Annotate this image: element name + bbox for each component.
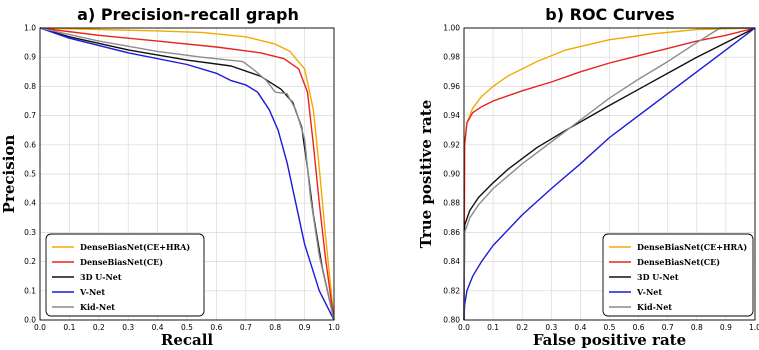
legend-label: 3D U-Net — [637, 272, 679, 282]
y-tick-label: 0.8 — [24, 82, 36, 91]
y-tick-label: 0.86 — [443, 228, 460, 237]
y-tick-label: 0.80 — [443, 316, 460, 325]
legend-label: DenseBiasNet(CE+HRA) — [80, 242, 190, 252]
x-tick-label: 0.9 — [299, 323, 311, 332]
series-line-v-net — [463, 27, 756, 321]
x-tick-label: 0.7 — [662, 323, 674, 332]
y-tick-label: 0.3 — [24, 228, 36, 237]
roc-panel: b) ROC Curves 0.0 0.1 0.2 0.3 0.4 0.5 0.6 0.7 0.… — [417, 5, 759, 349]
y-tick-label: 0.92 — [443, 140, 460, 149]
plot-frame — [39, 27, 335, 321]
y-tick-label: 0.94 — [443, 111, 460, 120]
legend-label: Kid-Net — [637, 302, 672, 312]
legend-label: DenseBiasNet(CE) — [80, 257, 163, 267]
x-tick-label: 1.0 — [749, 323, 759, 332]
series-line-densebiasnet-ce — [39, 27, 335, 321]
legend-label: V-Net — [79, 287, 105, 297]
x-tick-label: 1.0 — [328, 323, 340, 332]
y-tick-label: 0.9 — [24, 53, 36, 62]
x-tick-label: 0.2 — [93, 323, 105, 332]
x-tick-label: 0.3 — [545, 323, 557, 332]
x-tick-label: 0.0 — [34, 323, 46, 332]
legend-box — [602, 233, 754, 317]
x-tick-label: 0.5 — [604, 323, 616, 332]
y-tick-label: 1.0 — [24, 24, 36, 33]
y-tick-label: 0.84 — [443, 257, 460, 266]
chart-title: a) Precision-recall graph — [77, 5, 299, 24]
y-tick-label: 0.82 — [443, 286, 460, 295]
y-tick-label: 0.7 — [24, 111, 36, 120]
x-tick-label: 0.8 — [691, 323, 703, 332]
x-tick-label: 0.6 — [210, 323, 222, 332]
y-axis-label: Precision — [0, 135, 18, 214]
x-tick-label: 0.1 — [487, 323, 499, 332]
y-tick-label: 0.0 — [24, 316, 36, 325]
legend-label: Kid-Net — [80, 302, 115, 312]
series-line-3d-u-net — [463, 27, 756, 321]
x-tick-label: 0.2 — [516, 323, 528, 332]
y-tick-label: 0.2 — [24, 257, 36, 266]
y-tick-label: 1.00 — [443, 24, 460, 33]
chart-title: b) ROC Curves — [545, 5, 674, 24]
y-tick-label: 0.90 — [443, 170, 460, 179]
series-line-densebiasnet-ce-hra — [39, 27, 335, 321]
x-tick-label: 0.0 — [458, 323, 470, 332]
series-line-densebiasnet-ce — [463, 27, 756, 321]
x-tick-label: 0.4 — [574, 323, 586, 332]
legend: DenseBiasNet(CE+HRA) DenseBiasNet(CE) 3D U… — [602, 233, 754, 317]
x-tick-label: 0.3 — [122, 323, 134, 332]
precision-recall-panel: a) Precision-recall graph 0.0 0.1 0.2 0.3 0.… — [0, 5, 340, 349]
legend-label: V-Net — [636, 287, 662, 297]
legend-label: DenseBiasNet(CE+HRA) — [637, 242, 747, 252]
y-tick-label: 0.88 — [443, 199, 460, 208]
x-tick-label: 0.6 — [633, 323, 645, 332]
legend-label: 3D U-Net — [80, 272, 122, 282]
y-tick-label: 0.5 — [24, 170, 36, 179]
y-tick-label: 0.98 — [443, 53, 460, 62]
x-tick-label: 0.4 — [152, 323, 164, 332]
y-tick-label: 0.4 — [24, 199, 36, 208]
x-axis-label: Recall — [161, 331, 214, 349]
x-tick-label: 0.7 — [240, 323, 252, 332]
series-line-v-net — [39, 27, 335, 321]
series-line-kid-net — [39, 27, 335, 321]
y-tick-label: 0.96 — [443, 82, 460, 91]
x-tick-label: 0.8 — [269, 323, 281, 332]
x-axis-label: False positive rate — [533, 331, 686, 349]
y-axis-label: True positive rate — [417, 100, 435, 248]
x-tick-label: 0.9 — [720, 323, 732, 332]
legend: DenseBiasNet(CE+HRA) DenseBiasNet(CE) 3D U… — [45, 233, 205, 317]
x-tick-label: 0.5 — [181, 323, 193, 332]
series-line-kid-net — [463, 27, 755, 321]
legend-box — [45, 233, 205, 317]
x-tick-label: 0.1 — [63, 323, 75, 332]
legend-label: DenseBiasNet(CE) — [637, 257, 720, 267]
plot-frame — [463, 27, 756, 321]
y-tick-label: 0.6 — [24, 140, 36, 149]
y-tick-label: 0.1 — [24, 286, 36, 295]
